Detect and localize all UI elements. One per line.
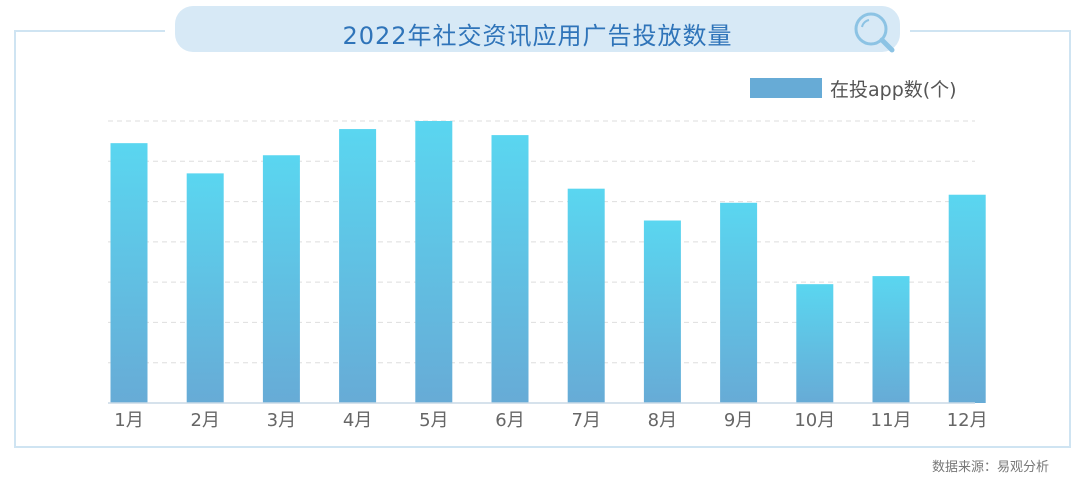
chart-frame <box>14 30 1071 448</box>
bar <box>948 194 986 403</box>
chart-title: 2022年社交资讯应用广告投放数量 <box>342 22 733 50</box>
frame-top-right-line <box>910 30 1071 32</box>
x-tick-label: 4月 <box>343 410 372 431</box>
legend-swatch <box>750 78 822 98</box>
bar <box>110 143 148 403</box>
bar <box>415 121 453 403</box>
chart-title-pill: 2022年社交资讯应用广告投放数量 <box>175 6 900 52</box>
x-tick-label: 11月 <box>871 410 912 431</box>
legend-label: 在投app数(个) <box>830 79 957 101</box>
gridlines <box>108 120 975 364</box>
bar <box>796 284 834 403</box>
frame-top-left-line <box>14 30 165 32</box>
x-tick-label: 3月 <box>267 410 296 431</box>
bar <box>872 276 910 403</box>
bars <box>110 121 986 404</box>
bar <box>339 129 377 404</box>
bar <box>186 173 224 403</box>
x-tick-label: 8月 <box>648 410 677 431</box>
x-tick-label: 7月 <box>571 410 600 431</box>
x-tick-label: 12月 <box>947 410 988 431</box>
bar <box>567 188 605 403</box>
search-icon <box>854 12 895 53</box>
x-tick-label: 9月 <box>724 410 753 431</box>
x-tick-label: 5月 <box>419 410 448 431</box>
bar <box>491 135 529 403</box>
x-tick-label: 2月 <box>190 410 219 431</box>
x-tick-labels: 1月 2月 3月 4月 5月 6月 7月 8月 9月 10月 11月 12月 <box>114 410 987 431</box>
x-tick-label: 1月 <box>114 410 143 431</box>
bar <box>262 155 300 403</box>
bar <box>643 220 681 403</box>
data-source: 数据来源：易观分析 <box>932 460 1050 475</box>
x-tick-label: 10月 <box>794 410 835 431</box>
bar <box>720 202 758 403</box>
x-tick-label: 6月 <box>495 410 524 431</box>
